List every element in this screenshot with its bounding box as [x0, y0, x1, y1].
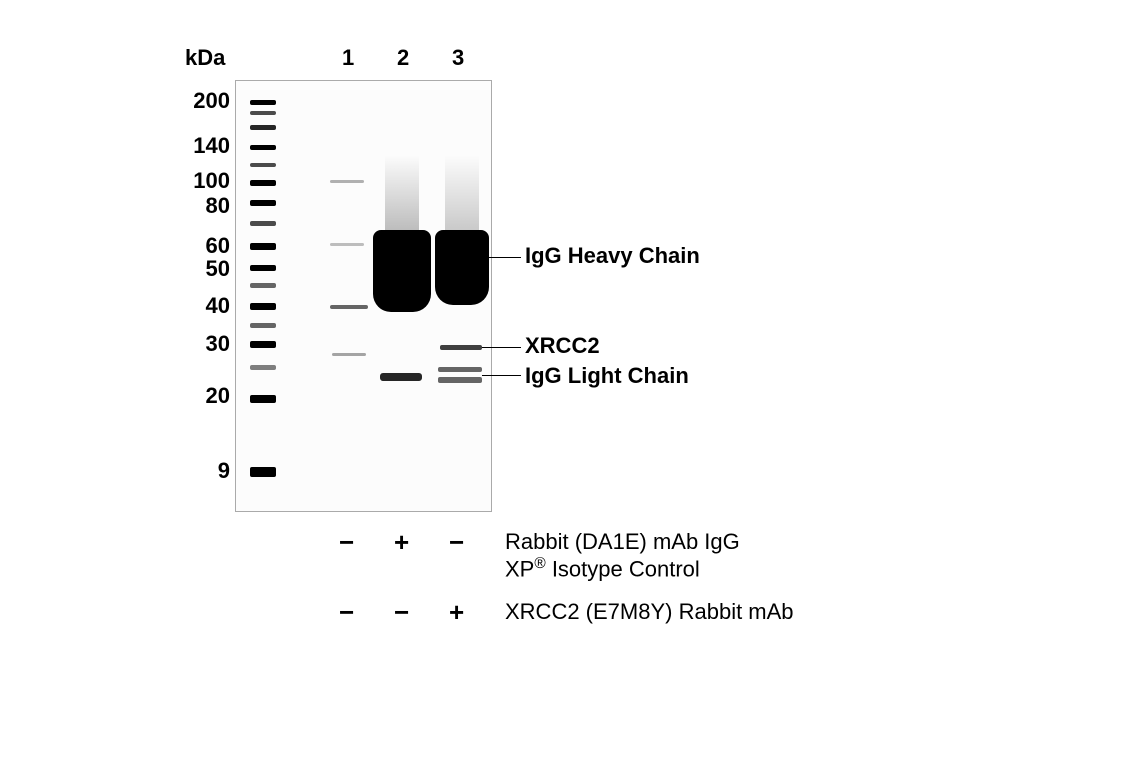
condition-mark: − — [449, 527, 464, 558]
lane3-light-chain — [438, 377, 482, 383]
mw-label-50: 50 — [175, 256, 230, 282]
annotation-leader-line — [488, 257, 521, 258]
lane3-xrcc2-band — [440, 345, 482, 350]
lane-label-3: 3 — [452, 45, 464, 71]
condition-mark: − — [339, 597, 354, 628]
lane3-light-chain — [438, 367, 482, 372]
lane3-heavy-chain — [435, 230, 489, 305]
condition-mark: − — [394, 597, 409, 628]
condition-mark: + — [394, 527, 409, 558]
lane1-band — [330, 305, 368, 309]
lane1-band — [330, 180, 364, 183]
ladder-band — [250, 303, 276, 310]
condition-label: Rabbit (DA1E) mAb IgGXP® Isotype Control — [505, 529, 740, 583]
kda-unit-label: kDa — [185, 45, 225, 71]
lane2-light-chain — [380, 373, 422, 381]
condition-mark: + — [449, 597, 464, 628]
ladder-band — [250, 200, 276, 206]
condition-label: XRCC2 (E7M8Y) Rabbit mAb — [505, 599, 794, 625]
lane-label-1: 1 — [342, 45, 354, 71]
ladder-band — [250, 221, 276, 226]
lane-label-2: 2 — [397, 45, 409, 71]
ladder-band — [250, 265, 276, 271]
ladder-band — [250, 323, 276, 328]
mw-label-100: 100 — [175, 168, 230, 194]
mw-label-200: 200 — [175, 88, 230, 114]
western-blot-figure: kDa 1 2 3 2001401008060504030209 IgG Hea… — [175, 25, 975, 745]
annotation-leader-line — [482, 375, 521, 376]
ladder-band — [250, 145, 276, 150]
ladder-band — [250, 467, 276, 477]
annotation-label: IgG Heavy Chain — [525, 243, 700, 269]
ladder-band — [250, 125, 276, 130]
lane2-smudge — [385, 155, 419, 230]
lane3-smudge — [445, 155, 479, 230]
annotation-label: XRCC2 — [525, 333, 600, 359]
ladder-band — [250, 100, 276, 105]
ladder-band — [250, 283, 276, 288]
lane2-heavy-chain — [373, 230, 431, 312]
mw-label-20: 20 — [175, 383, 230, 409]
ladder-band — [250, 180, 276, 186]
ladder-band — [250, 341, 276, 348]
annotation-label: IgG Light Chain — [525, 363, 689, 389]
lane1-band — [332, 353, 366, 356]
mw-label-140: 140 — [175, 133, 230, 159]
condition-mark: − — [339, 527, 354, 558]
mw-label-9: 9 — [175, 458, 230, 484]
ladder-band — [250, 163, 276, 167]
ladder-band — [250, 395, 276, 403]
ladder-band — [250, 365, 276, 370]
ladder-band — [250, 243, 276, 250]
mw-label-40: 40 — [175, 293, 230, 319]
annotation-leader-line — [482, 347, 521, 348]
lane1-band — [330, 243, 364, 246]
mw-label-30: 30 — [175, 331, 230, 357]
ladder-band — [250, 111, 276, 115]
mw-label-80: 80 — [175, 193, 230, 219]
